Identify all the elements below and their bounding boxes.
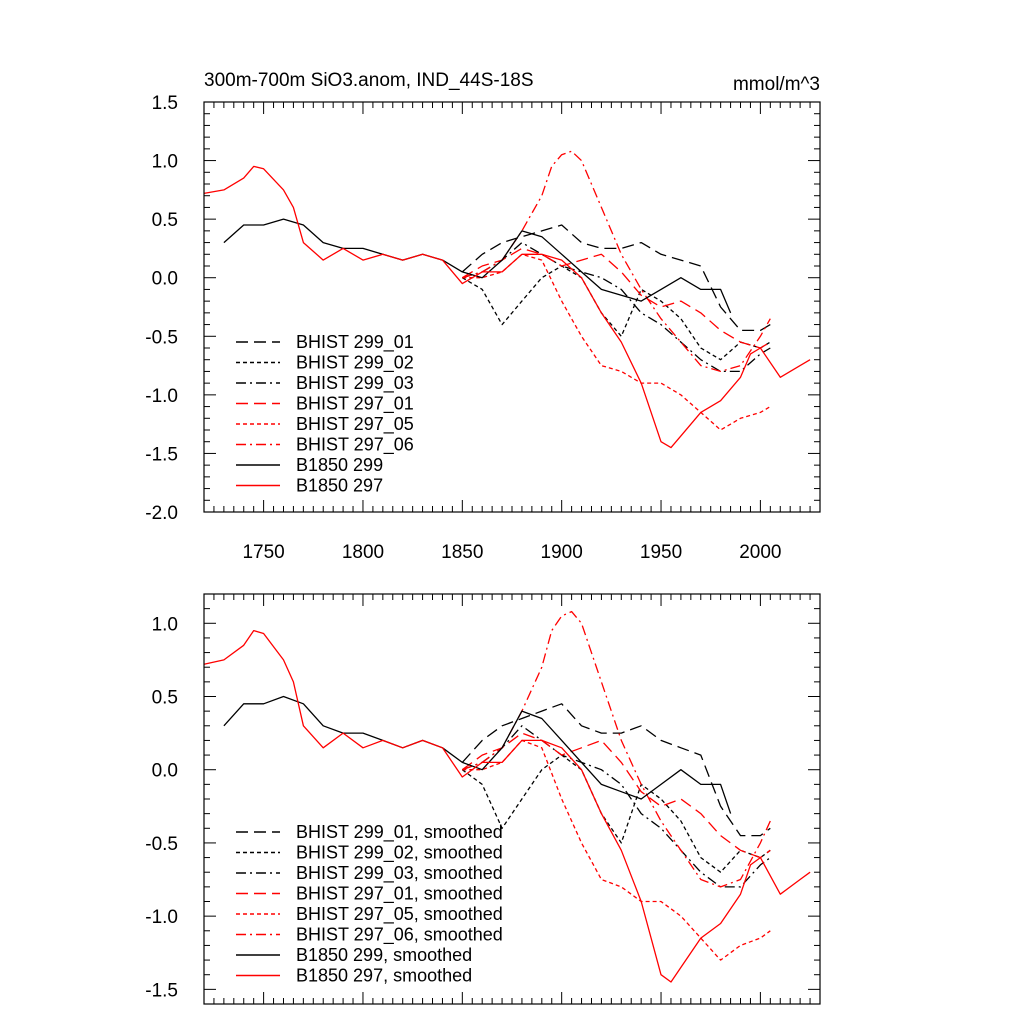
- x-tick-label: 1800: [342, 542, 384, 563]
- legend-label-3: BHIST 299_03, smoothed: [296, 863, 503, 884]
- series-line-1: [461, 224, 771, 332]
- series-line-7: [223, 218, 732, 314]
- bottom-panel: -1.5 -1.0 -0.5 0.0 0.5 1.0 BHIST 299_01, smoo…: [145, 593, 821, 1005]
- legend-label-6: BHIST 297_06: [296, 435, 414, 456]
- x-tick-label: 2000: [739, 542, 781, 563]
- bottom-panel-ticks: -1.5 -1.0 -0.5 0.0 0.5 1.0: [145, 594, 821, 1005]
- series-line-6: [462, 150, 771, 373]
- legend-label-5: BHIST 297_05: [296, 414, 414, 435]
- y-tick-label: -2.0: [145, 503, 178, 524]
- legend-label-2: BHIST 299_02: [296, 353, 414, 374]
- legend-label-1: BHIST 299_01: [296, 332, 414, 353]
- bottom-panel-series-lines: [203, 610, 811, 983]
- legend-label-7: B1850 299: [296, 455, 383, 475]
- y-tick-label: 1.5: [152, 93, 178, 114]
- series-line-5: [462, 739, 771, 961]
- legend-label-8: B1850 297: [296, 476, 383, 496]
- y-tick-label: 1.0: [152, 152, 178, 173]
- top-panel-title: 300m-700m SiO3.anom, IND_44S-18S: [204, 70, 534, 91]
- y-tick-label: -0.5: [145, 834, 178, 855]
- top-panel-series-lines: [203, 150, 811, 449]
- series-line-4: [461, 732, 771, 859]
- legend-label-5: BHIST 297_05, smoothed: [296, 904, 503, 925]
- top-panel: 300m-700m SiO3.anom, IND_44S-18S mmol/m^…: [145, 70, 821, 563]
- y-tick-label: 0.5: [152, 688, 178, 709]
- legend-label-3: BHIST 299_03: [296, 373, 414, 394]
- top-panel-units: mmol/m^3: [733, 74, 820, 95]
- y-tick-label: -1.0: [145, 907, 178, 928]
- legend-label-4: BHIST 297_01, smoothed: [296, 884, 503, 905]
- series-line-8: [203, 629, 811, 983]
- series-line-2: [461, 265, 771, 361]
- y-tick-label: 0.0: [152, 269, 178, 290]
- y-tick-label: -1.5: [145, 444, 178, 465]
- series-line-3: [462, 241, 771, 373]
- legend-label-6: BHIST 297_06, smoothed: [296, 925, 503, 946]
- series-line-3: [462, 725, 771, 888]
- legend-label-4: BHIST 297_01: [296, 394, 414, 415]
- y-tick-label: 0.0: [152, 761, 178, 782]
- bottom-panel-frame: [203, 593, 821, 1005]
- series-line-7: [223, 695, 732, 814]
- series-line-1: [461, 703, 771, 837]
- y-tick-label: 0.5: [152, 210, 178, 231]
- series-line-4: [461, 247, 771, 349]
- x-tick-label: 1950: [640, 542, 682, 563]
- series-line-2: [461, 754, 771, 873]
- y-tick-label: 1.0: [152, 614, 178, 635]
- legend-label-2: BHIST 299_02, smoothed: [296, 843, 503, 864]
- y-tick-label: -0.5: [145, 327, 178, 348]
- series-line-8: [203, 165, 811, 449]
- legend-label-7: B1850 299, smoothed: [296, 945, 472, 965]
- top-panel-ticks: 1750 1800 1850 1900 1950 2000 -2.0 -1.5 -1.0 -0.5…: [145, 93, 821, 563]
- y-tick-label: -1.0: [145, 386, 178, 407]
- x-tick-label: 1750: [242, 542, 284, 563]
- legend-label-8: B1850 297, smoothed: [296, 966, 472, 986]
- top-panel-frame: [203, 101, 821, 513]
- legend-label-1: BHIST 299_01, smoothed: [296, 822, 503, 843]
- x-tick-label: 1900: [541, 542, 583, 563]
- x-tick-label: 1850: [441, 542, 483, 563]
- y-tick-label: -1.5: [145, 980, 178, 1001]
